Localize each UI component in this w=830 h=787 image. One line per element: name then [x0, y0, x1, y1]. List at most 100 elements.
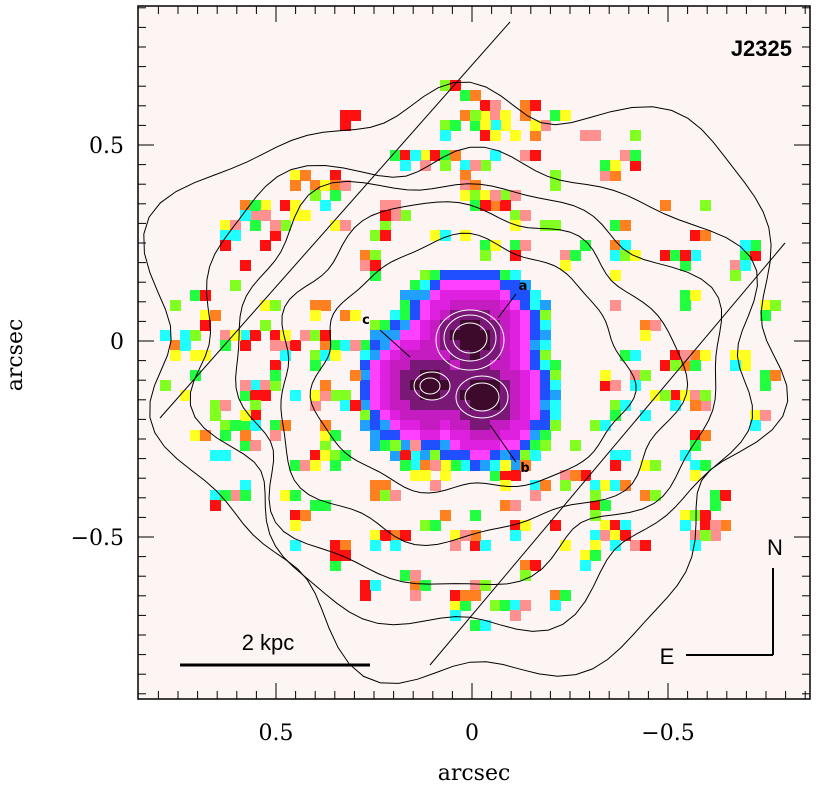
- map-pixel: [680, 250, 691, 261]
- map-pixel: [390, 530, 401, 541]
- map-pixel: [370, 580, 381, 591]
- map-pixel: [460, 430, 471, 441]
- inner-contour: [435, 309, 505, 371]
- map-pixel: [760, 410, 771, 421]
- map-pixel: [610, 520, 621, 531]
- map-pixel: [400, 420, 411, 431]
- map-pixel: [530, 450, 541, 461]
- map-pixel: [560, 480, 571, 491]
- map-pixel: [510, 270, 521, 281]
- map-pixel: [290, 460, 301, 471]
- map-pixel: [510, 360, 521, 371]
- axis-ticks: [138, 6, 810, 699]
- map-pixel: [370, 430, 381, 441]
- map-pixel: [470, 110, 481, 121]
- map-pixel: [430, 300, 441, 311]
- map-pixel: [170, 350, 181, 361]
- map-pixel: [210, 500, 221, 511]
- map-pixel: [500, 110, 511, 121]
- map-pixel: [550, 420, 561, 431]
- map-pixel: [290, 520, 301, 531]
- map-pixel: [510, 190, 521, 201]
- map-pixel: [520, 400, 531, 411]
- map-pixel: [440, 380, 451, 391]
- map-pixel: [660, 200, 671, 211]
- map-pixel: [530, 430, 541, 441]
- map-pixel: [250, 220, 261, 231]
- map-pixel: [380, 480, 391, 491]
- map-pixel: [370, 440, 381, 451]
- map-pixel: [370, 340, 381, 351]
- map-pixel: [470, 590, 481, 601]
- map-pixel: [420, 270, 431, 281]
- map-pixel: [450, 530, 461, 541]
- map-pixel: [430, 230, 441, 241]
- map-pixel: [560, 250, 571, 261]
- map-pixel: [240, 440, 251, 451]
- map-pixel: [500, 460, 511, 471]
- map-pixel: [470, 370, 481, 381]
- map-pixel: [460, 280, 471, 291]
- map-pixel: [390, 340, 401, 351]
- map-pixel: [510, 240, 521, 251]
- map-pixel: [330, 340, 341, 351]
- map-pixel: [620, 520, 631, 531]
- map-pixel: [340, 110, 351, 121]
- map-pixel: [630, 540, 641, 551]
- map-pixel: [600, 380, 611, 391]
- inner-contour: [419, 377, 441, 395]
- map-pixel: [470, 350, 481, 361]
- map-pixel: [450, 440, 461, 451]
- chart-title: J2325: [731, 36, 792, 61]
- map-pixel: [220, 330, 231, 341]
- map-pixel: [440, 130, 451, 141]
- map-pixel: [330, 350, 341, 361]
- map-pixel: [240, 430, 251, 441]
- map-pixel: [410, 420, 421, 431]
- map-pixel: [340, 550, 351, 561]
- map-pixel: [510, 500, 521, 511]
- map-pixel: [480, 250, 491, 261]
- map-pixel: [640, 330, 651, 341]
- map-pixel: [420, 340, 431, 351]
- map-pixel: [570, 440, 581, 451]
- map-pixel: [430, 150, 441, 161]
- map-pixel: [430, 370, 441, 381]
- map-pixel: [410, 380, 421, 391]
- map-pixel: [420, 380, 431, 391]
- map-pixel: [730, 260, 741, 271]
- map-pixel: [390, 440, 401, 451]
- map-pixel: [340, 450, 351, 461]
- emission-map: [160, 80, 781, 631]
- map-pixel: [370, 230, 381, 241]
- map-pixel: [400, 460, 411, 471]
- map-pixel: [750, 250, 761, 261]
- map-pixel: [610, 530, 621, 541]
- map-pixel: [400, 570, 411, 581]
- map-pixel: [470, 160, 481, 171]
- map-pixel: [530, 480, 541, 491]
- map-pixel: [500, 290, 511, 301]
- map-pixel: [530, 100, 541, 111]
- map-pixel: [520, 330, 531, 341]
- map-pixel: [230, 220, 241, 231]
- map-pixel: [170, 300, 181, 311]
- map-pixel: [250, 420, 261, 431]
- map-pixel: [310, 310, 321, 321]
- map-pixel: [430, 280, 441, 291]
- slit-edge: [159, 21, 511, 419]
- map-pixel: [410, 370, 421, 381]
- map-pixel: [740, 360, 751, 371]
- x-tick-label: 0: [465, 721, 479, 746]
- map-pixel: [470, 290, 481, 301]
- map-pixel: [510, 390, 521, 401]
- map-pixel: [450, 400, 461, 411]
- map-pixel: [370, 420, 381, 431]
- map-pixel: [530, 560, 541, 571]
- map-pixel: [480, 580, 491, 591]
- map-pixel: [360, 370, 371, 381]
- map-pixel: [240, 410, 251, 421]
- pointer-a: [497, 293, 517, 319]
- map-pixel: [500, 440, 511, 451]
